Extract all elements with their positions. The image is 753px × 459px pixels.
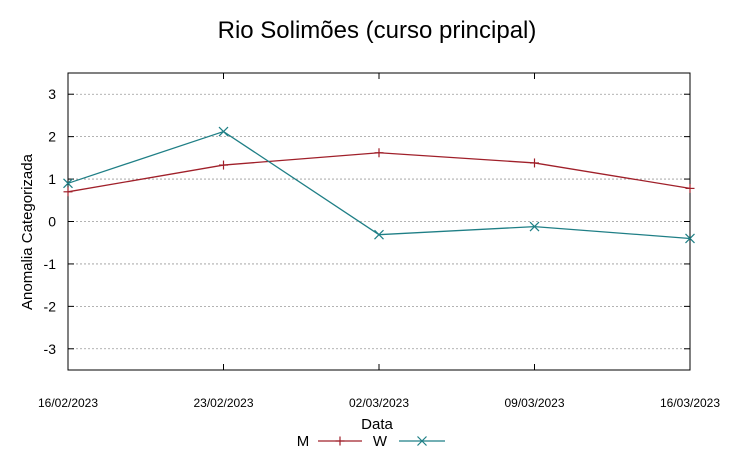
data-point-W [218, 126, 229, 137]
data-point-M [374, 148, 384, 158]
legend-label-M: M [297, 433, 310, 450]
y-axis-ticks: 3 2 1 0 -1 -2 -3 [44, 86, 690, 357]
y-tick-label: 2 [48, 129, 56, 145]
grid-lines [68, 93, 690, 350]
data-point-M [685, 183, 695, 193]
y-tick-label: 3 [48, 86, 56, 102]
x-tick-label: 16/03/2023 [660, 396, 720, 410]
y-tick-label: 0 [48, 214, 56, 230]
x-tick-label: 09/03/2023 [504, 396, 564, 410]
data-point-M [63, 187, 73, 197]
x-tick-label: 16/02/2023 [38, 396, 98, 410]
data-point-M [219, 160, 228, 170]
data-point-W [63, 178, 73, 189]
y-tick-label: 1 [48, 171, 56, 187]
y-tick-label: -3 [44, 341, 57, 357]
legend-label-W: W [373, 433, 388, 450]
x-axis-ticks: 16/02/2023 23/02/2023 02/03/2023 09/03/2023… [38, 73, 720, 410]
x-axis-label: Data [361, 416, 393, 433]
chart-title: Rio Solimões (curso principal) [218, 17, 537, 44]
data-point-W [685, 233, 695, 244]
legend-marker-W [417, 436, 427, 446]
data-point-W [529, 221, 540, 232]
x-tick-label: 02/03/2023 [349, 396, 409, 410]
legend-marker-M [335, 436, 345, 446]
y-tick-label: -2 [44, 298, 57, 314]
data-point-M [530, 158, 539, 168]
data-point-W [374, 229, 384, 240]
series-line-W [67, 130, 691, 240]
series-group [63, 126, 695, 244]
series-line-M [67, 152, 691, 193]
y-tick-label: -1 [44, 256, 57, 272]
y-axis-label: Anomalia Categorizada [19, 153, 36, 310]
x-tick-label: 23/02/2023 [193, 396, 253, 410]
